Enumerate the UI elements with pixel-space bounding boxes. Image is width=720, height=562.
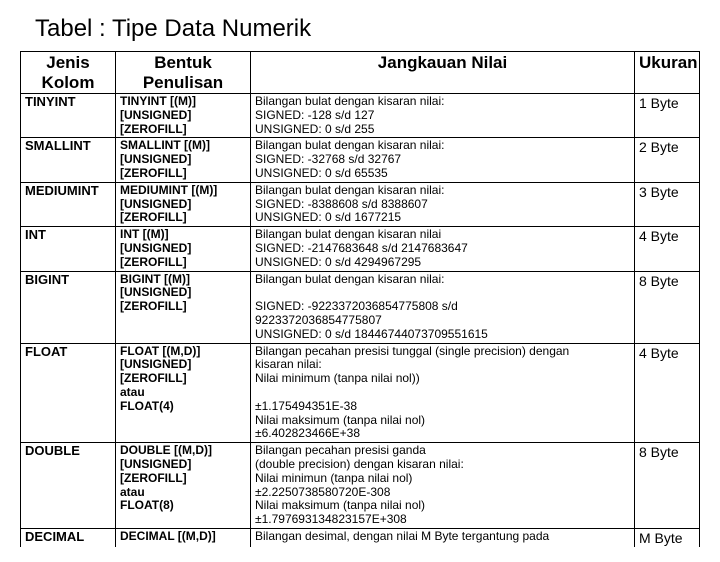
cell-jenis: TINYINT (21, 94, 116, 138)
table-row: DOUBLEDOUBLE [(M,D)] [UNSIGNED] [ZEROFIL… (21, 443, 700, 529)
table-row: SMALLINTSMALLINT [(M)] [UNSIGNED] [ZEROF… (21, 138, 700, 182)
cell-jangkauan: Bilangan bulat dengan kisaran nilai SIGN… (251, 227, 635, 271)
header-ukuran: Ukuran (635, 52, 700, 94)
cell-jenis: SMALLINT (21, 138, 116, 182)
cell-jenis: INT (21, 227, 116, 271)
cell-ukuran: 8 Byte (635, 271, 700, 343)
cell-ukuran: 3 Byte (635, 182, 700, 226)
cell-ukuran: M Byte (635, 529, 700, 548)
cell-bentuk: MEDIUMINT [(M)] [UNSIGNED] [ZEROFILL] (116, 182, 251, 226)
table-row: DECIMALDECIMAL [(M,D)]Bilangan desimal, … (21, 529, 700, 548)
numeric-types-table: Jenis Kolom Bentuk Penulisan Jangkauan N… (20, 51, 700, 547)
cell-jangkauan: Bilangan bulat dengan kisaran nilai: SIG… (251, 94, 635, 138)
cell-jangkauan: Bilangan desimal, dengan nilai M Byte te… (251, 529, 635, 548)
cell-jangkauan: Bilangan pecahan presisi ganda (double p… (251, 443, 635, 529)
table-row: TINYINTTINYINT [(M)] [UNSIGNED] [ZEROFIL… (21, 94, 700, 138)
cell-ukuran: 4 Byte (635, 227, 700, 271)
cell-jangkauan: Bilangan bulat dengan kisaran nilai: SIG… (251, 271, 635, 343)
cell-ukuran: 8 Byte (635, 443, 700, 529)
table-row: FLOATFLOAT [(M,D)] [UNSIGNED] [ZEROFILL]… (21, 343, 700, 443)
cell-ukuran: 2 Byte (635, 138, 700, 182)
cell-bentuk: SMALLINT [(M)] [UNSIGNED] [ZEROFILL] (116, 138, 251, 182)
cell-jenis: DECIMAL (21, 529, 116, 548)
cell-jenis: FLOAT (21, 343, 116, 443)
cell-bentuk: INT [(M)] [UNSIGNED] [ZEROFILL] (116, 227, 251, 271)
cell-bentuk: DOUBLE [(M,D)] [UNSIGNED] [ZEROFILL] ata… (116, 443, 251, 529)
cell-jangkauan: Bilangan pecahan presisi tunggal (single… (251, 343, 635, 443)
header-jenis: Jenis Kolom (21, 52, 116, 94)
cell-bentuk: FLOAT [(M,D)] [UNSIGNED] [ZEROFILL] atau… (116, 343, 251, 443)
cell-jangkauan: Bilangan bulat dengan kisaran nilai: SIG… (251, 138, 635, 182)
cell-ukuran: 4 Byte (635, 343, 700, 443)
header-jangkauan: Jangkauan Nilai (251, 52, 635, 94)
cell-bentuk: TINYINT [(M)] [UNSIGNED] [ZEROFILL] (116, 94, 251, 138)
cell-ukuran: 1 Byte (635, 94, 700, 138)
table-row: MEDIUMINTMEDIUMINT [(M)] [UNSIGNED] [ZER… (21, 182, 700, 226)
cell-jenis: BIGINT (21, 271, 116, 343)
cell-bentuk: BIGINT [(M)] [UNSIGNED] [ZEROFILL] (116, 271, 251, 343)
table-row: INTINT [(M)] [UNSIGNED] [ZEROFILL]Bilang… (21, 227, 700, 271)
table-row: BIGINTBIGINT [(M)] [UNSIGNED] [ZEROFILL]… (21, 271, 700, 343)
cell-bentuk: DECIMAL [(M,D)] (116, 529, 251, 548)
cell-jenis: DOUBLE (21, 443, 116, 529)
page-title: Tabel : Tipe Data Numerik (35, 15, 700, 43)
header-bentuk: Bentuk Penulisan (116, 52, 251, 94)
cell-jangkauan: Bilangan bulat dengan kisaran nilai: SIG… (251, 182, 635, 226)
table-header-row: Jenis Kolom Bentuk Penulisan Jangkauan N… (21, 52, 700, 94)
cell-jenis: MEDIUMINT (21, 182, 116, 226)
